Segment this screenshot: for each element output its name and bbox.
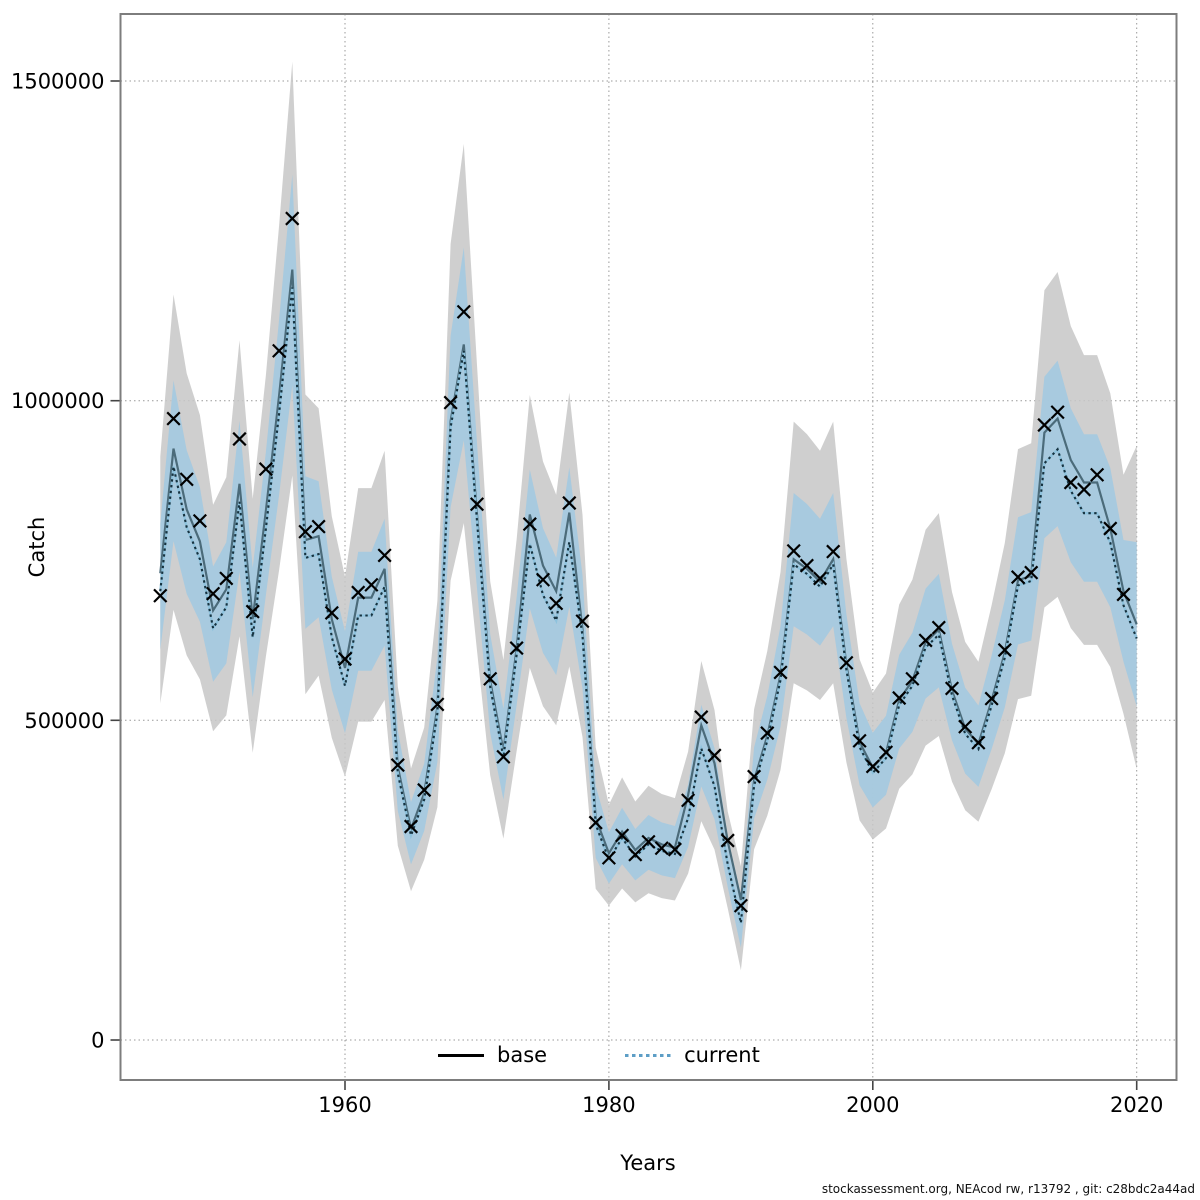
catch-marker bbox=[192, 513, 207, 528]
catch-marker bbox=[549, 596, 564, 611]
catch-marker bbox=[826, 544, 841, 559]
current-confidence-band bbox=[160, 174, 1137, 948]
catch-marker bbox=[786, 543, 801, 558]
catch-marker bbox=[839, 655, 854, 670]
x-tick-label: 2020 bbox=[1110, 1093, 1163, 1117]
catch-marker bbox=[918, 633, 933, 648]
y-axis-title: Catch bbox=[25, 516, 49, 578]
catch-marker bbox=[417, 782, 432, 798]
catch-marker bbox=[469, 497, 485, 512]
catch-marker bbox=[707, 748, 722, 763]
catch-marker bbox=[1050, 405, 1065, 420]
catch-marker bbox=[430, 697, 445, 712]
catch-marker bbox=[443, 395, 458, 410]
catch-marker bbox=[944, 681, 960, 696]
catch-marker bbox=[865, 759, 880, 774]
catch-marker bbox=[456, 304, 471, 319]
catch-marker bbox=[641, 834, 656, 849]
catch-marker bbox=[483, 671, 498, 686]
catch-marker bbox=[285, 211, 300, 226]
catch-marker bbox=[351, 585, 366, 600]
catch-marker bbox=[1037, 417, 1052, 433]
axis-ticks: 1960 1980 2000 2020 0 500000 1000000 1500000 bbox=[11, 70, 1163, 1118]
x-tick-label: 1960 bbox=[318, 1093, 371, 1117]
catch-marker bbox=[878, 745, 894, 760]
catch-marker bbox=[813, 571, 828, 586]
x-axis-title: Years bbox=[620, 1151, 676, 1175]
y-tick-label: 500000 bbox=[24, 709, 104, 733]
catch-marker bbox=[311, 519, 326, 534]
x-tick-label: 2000 bbox=[846, 1093, 899, 1117]
catch-marker bbox=[403, 819, 419, 834]
x-tick-label: 1980 bbox=[582, 1093, 635, 1117]
catch-marker bbox=[997, 642, 1012, 658]
y-tick-label: 1500000 bbox=[11, 70, 105, 94]
catch-marker bbox=[720, 833, 735, 848]
current-line-sample bbox=[625, 1053, 672, 1057]
catch-marker bbox=[773, 665, 788, 680]
legend-base-label: base bbox=[497, 1043, 548, 1067]
watermark-text: stockassessment.org, NEAcod rw, r13792 ,… bbox=[821, 1182, 1195, 1196]
catch-marker bbox=[615, 828, 630, 843]
current-line bbox=[159, 287, 1138, 924]
catch-marker bbox=[1090, 467, 1105, 482]
catch-marker bbox=[628, 847, 643, 862]
catch-marker bbox=[1010, 570, 1026, 585]
catch-marker bbox=[892, 690, 907, 706]
catch-marker bbox=[852, 733, 867, 748]
catch-marker bbox=[760, 726, 775, 741]
catch-marker bbox=[324, 605, 339, 620]
legend: base current bbox=[438, 1043, 760, 1067]
catch-marker bbox=[667, 842, 682, 857]
plot-border bbox=[119, 13, 1178, 1081]
catch-marker bbox=[179, 472, 194, 487]
catch-marker bbox=[601, 850, 616, 865]
catch-marker bbox=[931, 620, 946, 635]
catch-marker bbox=[377, 548, 392, 563]
catch-marker bbox=[905, 671, 920, 686]
base-line-sample bbox=[438, 1053, 484, 1057]
catch-marker bbox=[654, 841, 669, 856]
catch-marker bbox=[219, 571, 234, 586]
y-tick-label: 0 bbox=[91, 1029, 104, 1053]
catch-marker bbox=[575, 614, 590, 629]
catch-marker bbox=[245, 604, 260, 619]
catch-marker bbox=[298, 524, 313, 539]
catch-marker bbox=[971, 735, 986, 750]
catch-marker bbox=[535, 572, 551, 587]
y-tick-label: 1000000 bbox=[11, 389, 105, 413]
catch-marker bbox=[364, 577, 379, 592]
catch-marker bbox=[258, 462, 273, 477]
catch-marker bbox=[1024, 565, 1039, 580]
catch-marker bbox=[562, 495, 577, 511]
catch-observation-markers bbox=[153, 211, 1131, 913]
catch-marker bbox=[799, 558, 814, 573]
legend-current-label: current bbox=[684, 1043, 760, 1067]
catch-marker bbox=[509, 641, 524, 656]
catch-marker bbox=[1116, 587, 1131, 602]
catch-marker bbox=[272, 343, 287, 358]
catch-marker bbox=[588, 815, 603, 830]
catch-marker bbox=[496, 749, 511, 764]
catch-marker bbox=[958, 719, 973, 734]
catch-marker bbox=[1063, 475, 1078, 490]
catch-marker bbox=[153, 588, 168, 603]
catch-marker bbox=[747, 769, 762, 784]
catch-marker bbox=[232, 431, 247, 447]
catch-marker bbox=[337, 651, 353, 667]
catch-marker bbox=[166, 411, 181, 426]
catch-marker bbox=[984, 691, 999, 706]
catch-marker bbox=[1103, 521, 1118, 536]
catch-marker bbox=[681, 793, 696, 808]
catch-marker bbox=[390, 758, 405, 773]
catch-marker bbox=[694, 710, 709, 725]
catch-marker bbox=[206, 586, 221, 601]
catch-marker bbox=[733, 898, 748, 913]
catch-marker bbox=[522, 517, 537, 532]
catch-marker bbox=[1076, 482, 1092, 497]
